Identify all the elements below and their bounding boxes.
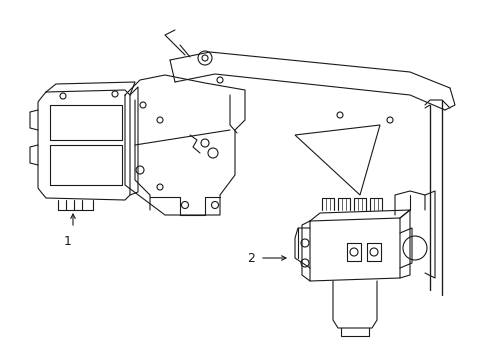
Text: 2: 2 [246,252,254,265]
Text: 1: 1 [64,235,72,248]
